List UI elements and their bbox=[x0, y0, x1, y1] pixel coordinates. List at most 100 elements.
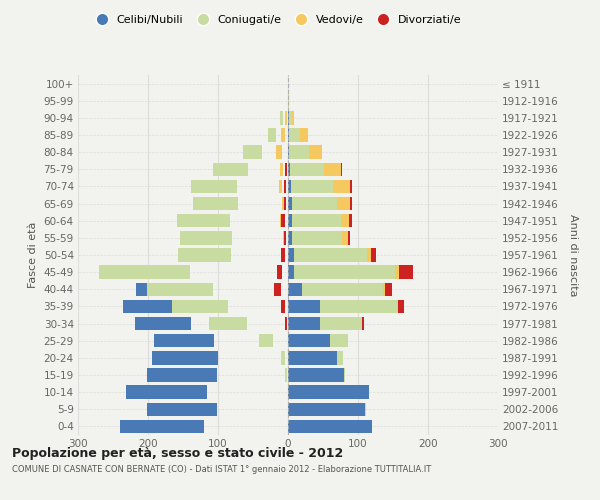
Bar bbox=[361, 317, 362, 330]
Bar bbox=[281, 214, 284, 228]
Bar bbox=[217, 248, 224, 262]
Bar bbox=[191, 180, 237, 193]
Bar bbox=[136, 317, 191, 330]
Bar bbox=[320, 300, 397, 313]
Bar bbox=[292, 197, 337, 210]
Bar bbox=[233, 197, 235, 210]
Bar bbox=[292, 231, 342, 244]
Bar bbox=[213, 162, 248, 176]
Bar bbox=[371, 248, 376, 262]
Bar bbox=[365, 402, 366, 416]
Bar bbox=[179, 231, 232, 244]
Bar bbox=[282, 111, 283, 124]
Bar bbox=[285, 317, 286, 330]
Bar bbox=[385, 282, 392, 296]
Bar bbox=[278, 282, 280, 296]
Bar bbox=[398, 300, 404, 313]
Bar bbox=[279, 180, 283, 193]
Bar bbox=[288, 214, 292, 228]
Bar bbox=[259, 334, 274, 347]
Bar bbox=[280, 162, 283, 176]
Bar bbox=[290, 162, 324, 176]
Bar bbox=[288, 146, 289, 159]
Bar bbox=[288, 402, 365, 416]
Bar bbox=[141, 266, 166, 279]
Bar bbox=[284, 231, 286, 244]
Bar bbox=[289, 128, 300, 141]
Bar bbox=[257, 146, 259, 159]
Legend: Celibi/Nubili, Coniugati/e, Vedovi/e, Divorziati/e: Celibi/Nubili, Coniugati/e, Vedovi/e, Di… bbox=[86, 10, 466, 29]
Bar bbox=[154, 334, 214, 347]
Bar bbox=[344, 368, 346, 382]
Bar bbox=[288, 248, 293, 262]
Bar bbox=[282, 248, 283, 262]
Bar bbox=[288, 197, 292, 210]
Y-axis label: Fasce di età: Fasce di età bbox=[28, 222, 38, 288]
Bar bbox=[209, 317, 247, 330]
Bar bbox=[288, 282, 302, 296]
Bar bbox=[288, 111, 289, 124]
Bar bbox=[281, 300, 284, 313]
Bar bbox=[283, 231, 284, 244]
Bar bbox=[337, 197, 350, 210]
Bar bbox=[291, 180, 333, 193]
Bar bbox=[349, 214, 352, 228]
Bar bbox=[288, 300, 320, 313]
Bar bbox=[280, 111, 283, 124]
Bar bbox=[395, 266, 398, 279]
Bar bbox=[178, 214, 230, 228]
Bar bbox=[230, 180, 233, 193]
Bar bbox=[288, 368, 344, 382]
Bar bbox=[280, 266, 281, 279]
Bar bbox=[123, 300, 175, 313]
Bar bbox=[288, 334, 330, 347]
Bar bbox=[288, 266, 293, 279]
Bar bbox=[288, 94, 289, 108]
Bar bbox=[281, 248, 284, 262]
Bar bbox=[282, 197, 284, 210]
Bar bbox=[288, 128, 289, 141]
Bar bbox=[292, 214, 341, 228]
Bar bbox=[146, 282, 213, 296]
Bar bbox=[285, 111, 287, 124]
Bar bbox=[341, 214, 349, 228]
Bar bbox=[320, 317, 361, 330]
Bar bbox=[172, 300, 228, 313]
Bar bbox=[281, 351, 284, 364]
Bar bbox=[288, 180, 291, 193]
Bar bbox=[283, 300, 284, 313]
Y-axis label: Anni di nascita: Anni di nascita bbox=[568, 214, 578, 296]
Bar bbox=[120, 420, 204, 433]
Bar bbox=[285, 317, 287, 330]
Bar bbox=[242, 146, 262, 159]
Bar bbox=[218, 214, 224, 228]
Bar bbox=[285, 368, 287, 382]
Bar bbox=[193, 197, 238, 210]
Bar bbox=[288, 162, 290, 176]
Bar bbox=[288, 317, 320, 330]
Bar bbox=[284, 197, 286, 210]
Bar bbox=[274, 128, 275, 141]
Bar bbox=[342, 231, 347, 244]
Bar bbox=[383, 282, 385, 296]
Bar bbox=[288, 351, 337, 364]
Bar bbox=[300, 128, 308, 141]
Bar bbox=[337, 351, 343, 364]
Bar bbox=[330, 334, 347, 347]
Bar bbox=[289, 111, 292, 124]
Bar bbox=[178, 248, 230, 262]
Bar bbox=[277, 266, 283, 279]
Bar bbox=[221, 231, 226, 244]
Text: Popolazione per età, sesso e stato civile - 2012: Popolazione per età, sesso e stato civil… bbox=[12, 448, 343, 460]
Text: COMUNE DI CASNATE CON BERNATE (CO) - Dati ISTAT 1° gennaio 2012 - Elaborazione T: COMUNE DI CASNATE CON BERNATE (CO) - Dat… bbox=[12, 466, 431, 474]
Bar bbox=[362, 317, 364, 330]
Bar bbox=[274, 282, 281, 296]
Bar bbox=[136, 282, 175, 296]
Bar bbox=[302, 282, 383, 296]
Bar bbox=[285, 162, 287, 176]
Bar bbox=[309, 146, 322, 159]
Bar bbox=[350, 180, 352, 193]
Bar bbox=[99, 266, 190, 279]
Bar bbox=[281, 128, 284, 141]
Bar bbox=[280, 214, 283, 228]
